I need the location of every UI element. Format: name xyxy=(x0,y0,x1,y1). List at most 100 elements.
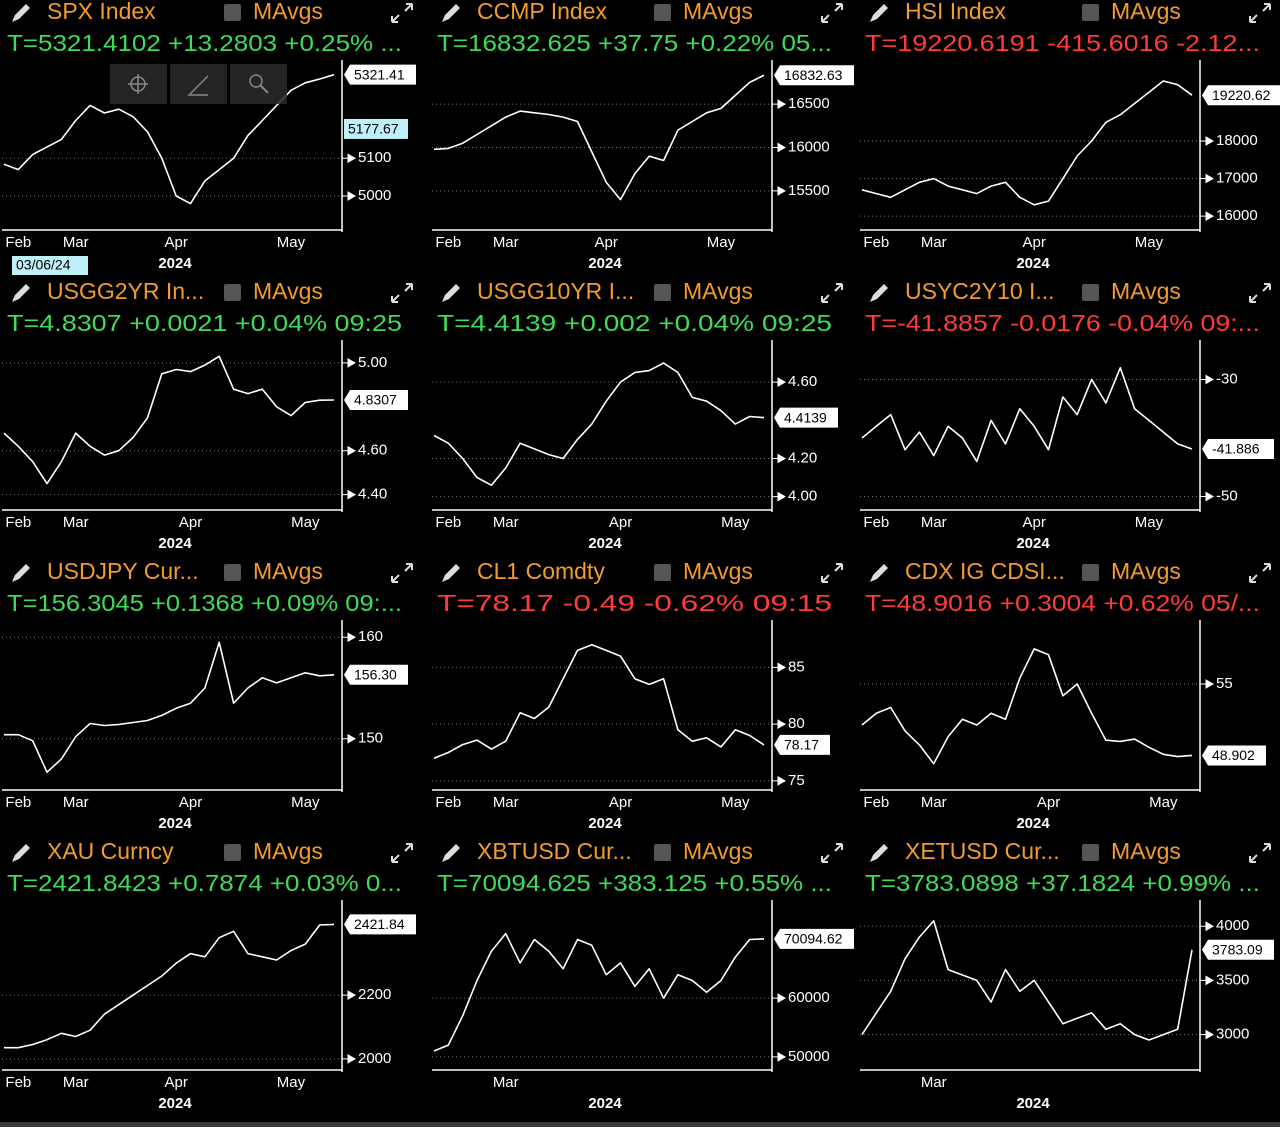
mavgs-label[interactable]: MAvgs xyxy=(1111,0,1181,24)
quote-line: T=-41.8857 -0.0176 -0.04% 09:... xyxy=(865,310,1260,336)
expand-icon[interactable] xyxy=(1249,563,1271,583)
mavgs-checkbox[interactable] xyxy=(654,284,671,301)
last-value-box xyxy=(344,664,408,685)
mavgs-checkbox[interactable] xyxy=(224,284,241,301)
mavgs-label[interactable]: MAvgs xyxy=(253,278,323,304)
x-tick-label: Apr xyxy=(1023,234,1046,251)
mavgs-checkbox[interactable] xyxy=(1082,844,1099,861)
y-tick-label: 3000 xyxy=(1216,1026,1249,1043)
expand-icon[interactable] xyxy=(821,563,843,583)
tick-mark xyxy=(342,733,357,744)
edit-icon[interactable] xyxy=(870,564,888,582)
y-tick-label: 18000 xyxy=(1216,132,1258,149)
toolbar-button[interactable] xyxy=(230,64,287,104)
last-value-label: 4.8307 xyxy=(354,392,397,408)
security-title[interactable]: USGG2YR In... xyxy=(47,278,204,304)
mavgs-label[interactable]: MAvgs xyxy=(253,0,323,24)
tick-mark xyxy=(1200,975,1215,986)
expand-icon[interactable] xyxy=(391,283,413,303)
security-title[interactable]: CL1 Comdty xyxy=(477,558,605,584)
edit-icon[interactable] xyxy=(12,844,30,862)
x-tick-label: Feb xyxy=(435,794,461,811)
x-tick-label: Mar xyxy=(493,1074,519,1091)
last-value-box xyxy=(1202,745,1266,766)
edit-icon[interactable] xyxy=(12,564,30,582)
expand-icon[interactable] xyxy=(391,3,413,23)
mavgs-checkbox[interactable] xyxy=(224,844,241,861)
edit-icon[interactable] xyxy=(442,284,460,302)
mavgs-checkbox[interactable] xyxy=(654,564,671,581)
crosshair-value-box xyxy=(344,118,408,139)
last-value-box xyxy=(1202,939,1274,960)
mavgs-checkbox[interactable] xyxy=(1082,4,1099,21)
expand-icon[interactable] xyxy=(821,843,843,863)
security-title[interactable]: CCMP Index xyxy=(477,0,607,24)
y-tick-label: 2000 xyxy=(358,1050,391,1067)
edit-icon[interactable] xyxy=(442,564,460,582)
mavgs-label[interactable]: MAvgs xyxy=(683,558,753,584)
tick-mark xyxy=(772,1051,787,1062)
mavgs-label[interactable]: MAvgs xyxy=(683,838,753,864)
tick-mark xyxy=(1200,211,1215,221)
edit-icon[interactable] xyxy=(870,844,888,862)
expand-icon[interactable] xyxy=(821,283,843,303)
x-axis-label: 2024 xyxy=(158,815,192,832)
mavgs-checkbox[interactable] xyxy=(1082,564,1099,581)
y-tick-label: -50 xyxy=(1216,488,1238,505)
security-title[interactable]: XETUSD Cur... xyxy=(905,838,1060,864)
last-value-box xyxy=(774,734,830,755)
toolbar-button[interactable] xyxy=(170,64,227,104)
y-tick-label: 5100 xyxy=(358,149,391,166)
mavgs-label[interactable]: MAvgs xyxy=(253,838,323,864)
edit-icon[interactable] xyxy=(12,284,30,302)
edit-icon[interactable] xyxy=(12,4,30,22)
mavgs-label[interactable]: MAvgs xyxy=(683,0,753,24)
security-title[interactable]: XBTUSD Cur... xyxy=(477,838,632,864)
mavgs-label[interactable]: MAvgs xyxy=(1111,838,1181,864)
expand-icon[interactable] xyxy=(821,3,843,23)
x-tick-label: Mar xyxy=(921,1074,947,1091)
edit-icon[interactable] xyxy=(870,4,888,22)
x-tick-label: May xyxy=(291,794,320,811)
mavgs-label[interactable]: MAvgs xyxy=(1111,278,1181,304)
edit-icon[interactable] xyxy=(870,284,888,302)
tick-mark xyxy=(772,142,787,153)
mavgs-checkbox[interactable] xyxy=(224,564,241,581)
panel-header: USDJPY Cur... MAvgs T=156.3045 +0.1368 +0.… xyxy=(7,558,413,616)
expand-icon[interactable] xyxy=(1249,283,1271,303)
panel-header: CL1 Comdty MAvgs T=78.17 -0.49 -0.62% 09:1… xyxy=(437,558,843,616)
y-tick-label: 16000 xyxy=(788,138,830,155)
mavgs-label[interactable]: MAvgs xyxy=(683,278,753,304)
mavgs-checkbox[interactable] xyxy=(654,4,671,21)
y-tick-label: 3500 xyxy=(1216,971,1249,988)
security-title[interactable]: HSI Index xyxy=(905,0,1006,24)
expand-icon[interactable] xyxy=(1249,843,1271,863)
mavgs-label[interactable]: MAvgs xyxy=(1111,558,1181,584)
quote-line: T=4.4139 +0.002 +0.04% 09:25 xyxy=(437,310,832,336)
tick-mark xyxy=(342,191,357,201)
x-axis-label: 2024 xyxy=(1016,1095,1050,1112)
mavgs-checkbox[interactable] xyxy=(224,4,241,21)
security-title[interactable]: USDJPY Cur... xyxy=(47,558,199,584)
last-value-label: 3783.09 xyxy=(1212,941,1263,957)
security-title[interactable]: USYC2Y10 I... xyxy=(905,278,1055,304)
security-title[interactable]: CDX IG CDSI... xyxy=(905,558,1065,584)
mavgs-checkbox[interactable] xyxy=(1082,284,1099,301)
expand-icon[interactable] xyxy=(391,843,413,863)
x-tick-label: Feb xyxy=(863,794,889,811)
last-value-box xyxy=(774,407,838,428)
security-title[interactable]: SPX Index xyxy=(47,0,156,24)
expand-icon[interactable] xyxy=(391,563,413,583)
edit-icon[interactable] xyxy=(442,4,460,22)
mavgs-checkbox[interactable] xyxy=(654,844,671,861)
edit-icon[interactable] xyxy=(442,844,460,862)
x-tick-label: Mar xyxy=(63,514,89,531)
expand-icon[interactable] xyxy=(1249,3,1271,23)
mavgs-label[interactable]: MAvgs xyxy=(253,558,323,584)
tick-mark xyxy=(342,489,357,500)
price-line xyxy=(861,367,1193,463)
security-title[interactable]: XAU Curncy xyxy=(47,838,174,864)
security-title[interactable]: USGG10YR I... xyxy=(477,278,634,304)
